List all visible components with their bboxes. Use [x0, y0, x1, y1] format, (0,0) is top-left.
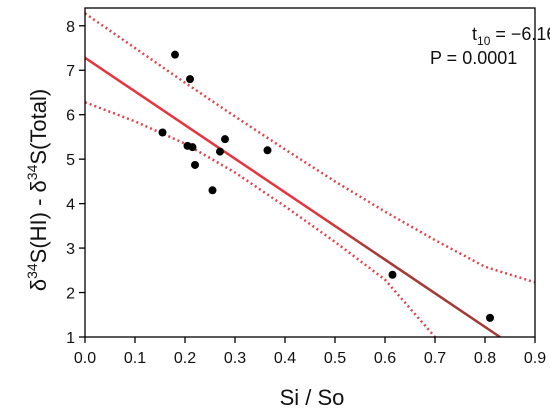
plot-frame — [84, 7, 536, 338]
p-value-label: P = 0.0001 — [430, 48, 517, 68]
axes: 0.0 0.1 0.2 0.3 0.4 0.5 0.6 0.7 0.8 0.9 1 2 3 4 5 6 7 8 — [66, 7, 546, 367]
lower-confidence-band — [85, 101, 436, 337]
x-tick-label: 0.7 — [424, 350, 446, 367]
y-tick-label: 6 — [66, 108, 75, 125]
y-axis-title: δ34S(HI) - δ34S(Total) — [24, 89, 51, 291]
y-tick-label: 7 — [66, 63, 75, 80]
regression-line — [85, 56, 501, 337]
y-tick-label: 1 — [66, 330, 75, 347]
y-tick-label: 4 — [66, 197, 75, 214]
regression-lines — [85, 12, 535, 337]
t-statistic-label: t10 = −6.16 — [472, 24, 550, 48]
data-point — [171, 50, 179, 59]
x-tick-label: 0.3 — [224, 350, 246, 367]
data-point — [388, 270, 397, 279]
data-point — [158, 128, 167, 137]
x-tick-label: 0.5 — [324, 350, 346, 367]
data-point — [188, 143, 197, 152]
y-tick-label: 3 — [66, 241, 75, 258]
data-point — [208, 186, 217, 195]
x-tick-label: 0.0 — [74, 350, 96, 367]
y-tick-label: 8 — [66, 19, 75, 36]
data-points — [158, 50, 494, 322]
upper-confidence-band — [85, 12, 535, 284]
x-tick-label: 0.1 — [124, 350, 146, 367]
y-tick-label: 5 — [66, 152, 75, 169]
data-point — [216, 147, 224, 156]
y-tick-label: 2 — [66, 286, 75, 303]
x-tick-label: 0.6 — [374, 350, 396, 367]
x-tick-label: 0.9 — [524, 350, 546, 367]
stats-annotation: t10 = −6.16 P = 0.0001 — [430, 24, 550, 68]
data-point — [191, 160, 199, 169]
x-tick-label: 0.8 — [474, 350, 496, 367]
x-tick-label: 0.4 — [274, 350, 296, 367]
x-axis-title: Si / So — [280, 385, 345, 410]
data-point — [221, 135, 229, 144]
data-point — [186, 75, 194, 84]
data-point — [486, 313, 494, 322]
data-point — [263, 146, 272, 155]
x-tick-label: 0.2 — [174, 350, 196, 367]
plot-area: 0.0 0.1 0.2 0.3 0.4 0.5 0.6 0.7 0.8 0.9 1 2 3 4 5 6 7 8 — [66, 7, 546, 367]
